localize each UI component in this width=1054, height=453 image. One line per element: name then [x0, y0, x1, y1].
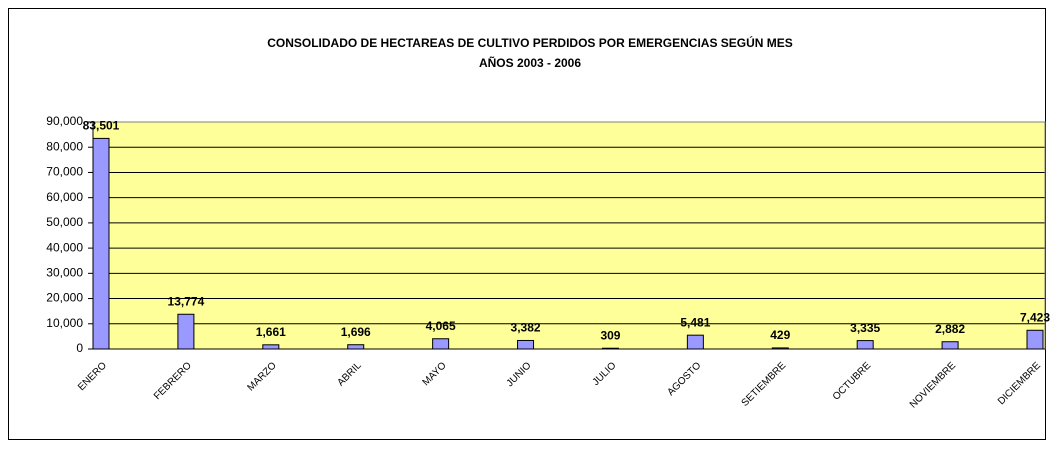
y-tick-label: 70,000 — [46, 165, 83, 179]
value-label: 309 — [600, 328, 620, 342]
y-tick-label: 40,000 — [46, 240, 83, 254]
value-label: 5,481 — [680, 315, 710, 329]
value-label: 83,501 — [83, 119, 120, 133]
value-label: 7,423 — [1020, 310, 1050, 324]
y-tick-label: 30,000 — [46, 266, 83, 280]
bar — [177, 313, 195, 350]
bar — [941, 341, 959, 350]
y-tick-label: 80,000 — [46, 139, 83, 153]
value-label: 4,065 — [426, 319, 456, 333]
y-tick-label: 60,000 — [46, 190, 83, 204]
y-tick-label: 10,000 — [46, 316, 83, 330]
bar — [262, 344, 280, 350]
value-label: 3,382 — [511, 321, 541, 335]
chart-subtitle: AÑOS 2003 - 2006 — [479, 55, 581, 70]
value-label: 2,882 — [935, 322, 965, 336]
bar — [347, 344, 365, 350]
bar — [92, 137, 110, 350]
y-tick-label: 20,000 — [46, 291, 83, 305]
value-label: 13,774 — [168, 294, 205, 308]
bar — [856, 340, 874, 350]
chart-title: CONSOLIDADO DE HECTAREAS DE CULTIVO PERD… — [267, 35, 793, 50]
value-label: 3,335 — [850, 321, 880, 335]
bar — [686, 334, 704, 350]
value-label: 429 — [770, 328, 790, 342]
y-tick-label: 90,000 — [46, 114, 83, 128]
value-label: 1,661 — [256, 325, 286, 339]
y-tick-label: 0 — [76, 341, 83, 355]
bar — [517, 339, 535, 350]
value-label: 1,696 — [341, 325, 371, 339]
bar — [1026, 329, 1044, 350]
plot-area — [93, 122, 1045, 349]
bar — [432, 338, 450, 350]
y-tick-label: 50,000 — [46, 215, 83, 229]
